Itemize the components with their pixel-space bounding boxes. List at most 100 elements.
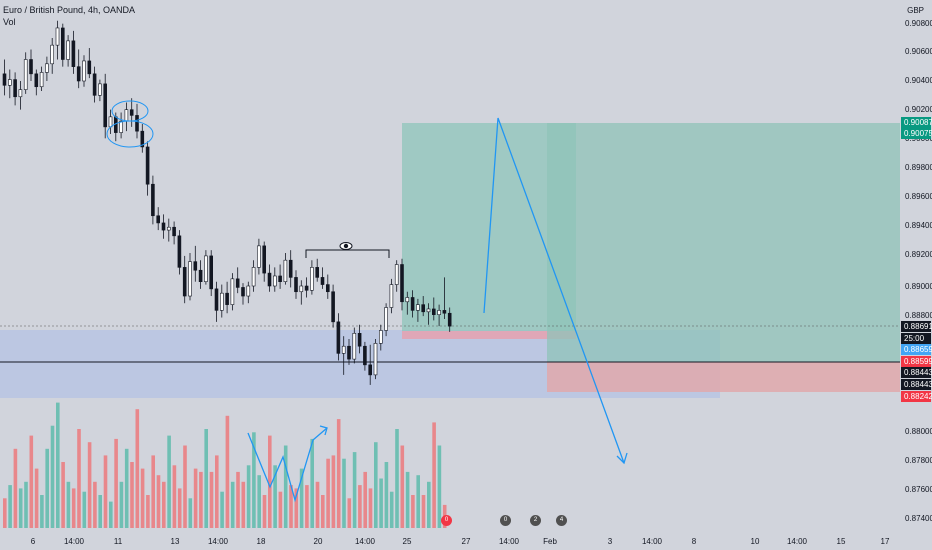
candle[interactable] bbox=[23, 52, 28, 94]
candle[interactable] bbox=[405, 291, 410, 315]
projection-arrow[interactable] bbox=[483, 117, 625, 464]
candle[interactable] bbox=[426, 303, 431, 325]
candle[interactable] bbox=[103, 73, 107, 139]
candle[interactable] bbox=[214, 281, 219, 322]
candle[interactable] bbox=[204, 250, 208, 285]
candle[interactable] bbox=[60, 23, 65, 67]
candle[interactable] bbox=[400, 258, 404, 311]
candle[interactable] bbox=[161, 214, 166, 239]
candle[interactable] bbox=[230, 273, 235, 311]
candle[interactable] bbox=[336, 313, 341, 361]
candle[interactable] bbox=[431, 297, 436, 321]
event-marker-icon[interactable]: 0 bbox=[500, 515, 511, 526]
candle[interactable] bbox=[272, 267, 277, 292]
candle[interactable] bbox=[18, 80, 23, 110]
candle[interactable] bbox=[378, 324, 383, 351]
candle[interactable] bbox=[225, 281, 229, 314]
candle[interactable] bbox=[373, 339, 378, 380]
candle[interactable] bbox=[151, 175, 155, 225]
candle[interactable] bbox=[50, 37, 55, 74]
candle[interactable] bbox=[29, 49, 33, 81]
event-marker-icon[interactable]: 4 bbox=[556, 515, 567, 526]
candle[interactable] bbox=[347, 339, 351, 365]
candle[interactable] bbox=[267, 264, 272, 292]
volume-bar bbox=[273, 465, 277, 528]
long-position-1-stop[interactable] bbox=[402, 331, 576, 339]
candle[interactable] bbox=[39, 66, 44, 92]
long-position-2-profit[interactable] bbox=[547, 123, 900, 362]
candle[interactable] bbox=[410, 290, 415, 318]
candle[interactable] bbox=[92, 66, 97, 103]
candle[interactable] bbox=[310, 260, 314, 295]
candle[interactable] bbox=[294, 270, 298, 299]
candle[interactable] bbox=[246, 281, 251, 304]
candle[interactable] bbox=[257, 238, 261, 275]
candle[interactable] bbox=[352, 327, 357, 364]
candle[interactable] bbox=[341, 336, 346, 375]
candle[interactable] bbox=[2, 59, 7, 96]
time-axis[interactable] bbox=[0, 533, 900, 550]
candle[interactable] bbox=[108, 109, 113, 135]
candle[interactable] bbox=[177, 230, 182, 275]
candle[interactable] bbox=[288, 250, 293, 288]
candle[interactable] bbox=[188, 253, 192, 301]
candle[interactable] bbox=[235, 267, 240, 294]
event-marker-icon[interactable]: 0 bbox=[441, 515, 452, 526]
candle[interactable] bbox=[172, 221, 176, 245]
candle[interactable] bbox=[13, 72, 17, 106]
candle[interactable] bbox=[209, 250, 213, 297]
event-marker-icon[interactable]: 2 bbox=[530, 515, 541, 526]
candle[interactable] bbox=[283, 253, 288, 285]
candle[interactable] bbox=[71, 30, 76, 74]
candle[interactable] bbox=[119, 112, 123, 139]
candle[interactable] bbox=[394, 260, 399, 292]
long-position-2-stop[interactable] bbox=[547, 362, 900, 392]
candle[interactable] bbox=[304, 277, 309, 298]
candle[interactable] bbox=[368, 344, 373, 385]
candle[interactable] bbox=[447, 307, 452, 332]
candle[interactable] bbox=[182, 255, 187, 304]
candle[interactable] bbox=[320, 267, 325, 289]
candle[interactable] bbox=[145, 141, 150, 196]
candle[interactable] bbox=[357, 324, 362, 354]
candle[interactable] bbox=[421, 296, 426, 317]
candle[interactable] bbox=[66, 35, 70, 67]
candle[interactable] bbox=[325, 274, 330, 299]
candle[interactable] bbox=[167, 218, 171, 242]
price-axis[interactable] bbox=[900, 0, 932, 550]
price-tick-label: 0.90600 bbox=[905, 47, 932, 56]
candle[interactable] bbox=[251, 260, 256, 292]
candle[interactable] bbox=[156, 207, 160, 231]
candle[interactable] bbox=[416, 298, 420, 322]
candle[interactable] bbox=[384, 303, 388, 337]
candle[interactable] bbox=[220, 284, 224, 318]
candle[interactable] bbox=[34, 69, 39, 96]
candle[interactable] bbox=[124, 102, 129, 132]
candle[interactable] bbox=[315, 258, 320, 282]
candle[interactable] bbox=[442, 277, 447, 319]
candle[interactable] bbox=[241, 283, 245, 305]
candle[interactable] bbox=[129, 98, 134, 127]
candle[interactable] bbox=[76, 49, 81, 89]
candle[interactable] bbox=[331, 284, 335, 328]
volume-w-pattern[interactable] bbox=[247, 427, 328, 503]
candle[interactable] bbox=[82, 55, 86, 87]
candle[interactable] bbox=[8, 69, 12, 99]
candle[interactable] bbox=[140, 124, 145, 153]
circle-annotation-2[interactable] bbox=[106, 120, 154, 148]
candle[interactable] bbox=[55, 20, 60, 60]
candle[interactable] bbox=[262, 241, 267, 282]
candle[interactable] bbox=[363, 341, 367, 371]
price-chart-svg[interactable] bbox=[0, 0, 900, 533]
candle[interactable] bbox=[299, 280, 304, 305]
candle[interactable] bbox=[98, 79, 102, 102]
candle[interactable] bbox=[437, 304, 441, 327]
candle[interactable] bbox=[278, 264, 282, 289]
candle[interactable] bbox=[193, 245, 198, 282]
candle[interactable] bbox=[87, 48, 92, 79]
neckline-bracket[interactable] bbox=[305, 249, 390, 258]
candle[interactable] bbox=[45, 56, 49, 81]
candle[interactable] bbox=[198, 260, 203, 289]
candle[interactable] bbox=[389, 278, 394, 314]
